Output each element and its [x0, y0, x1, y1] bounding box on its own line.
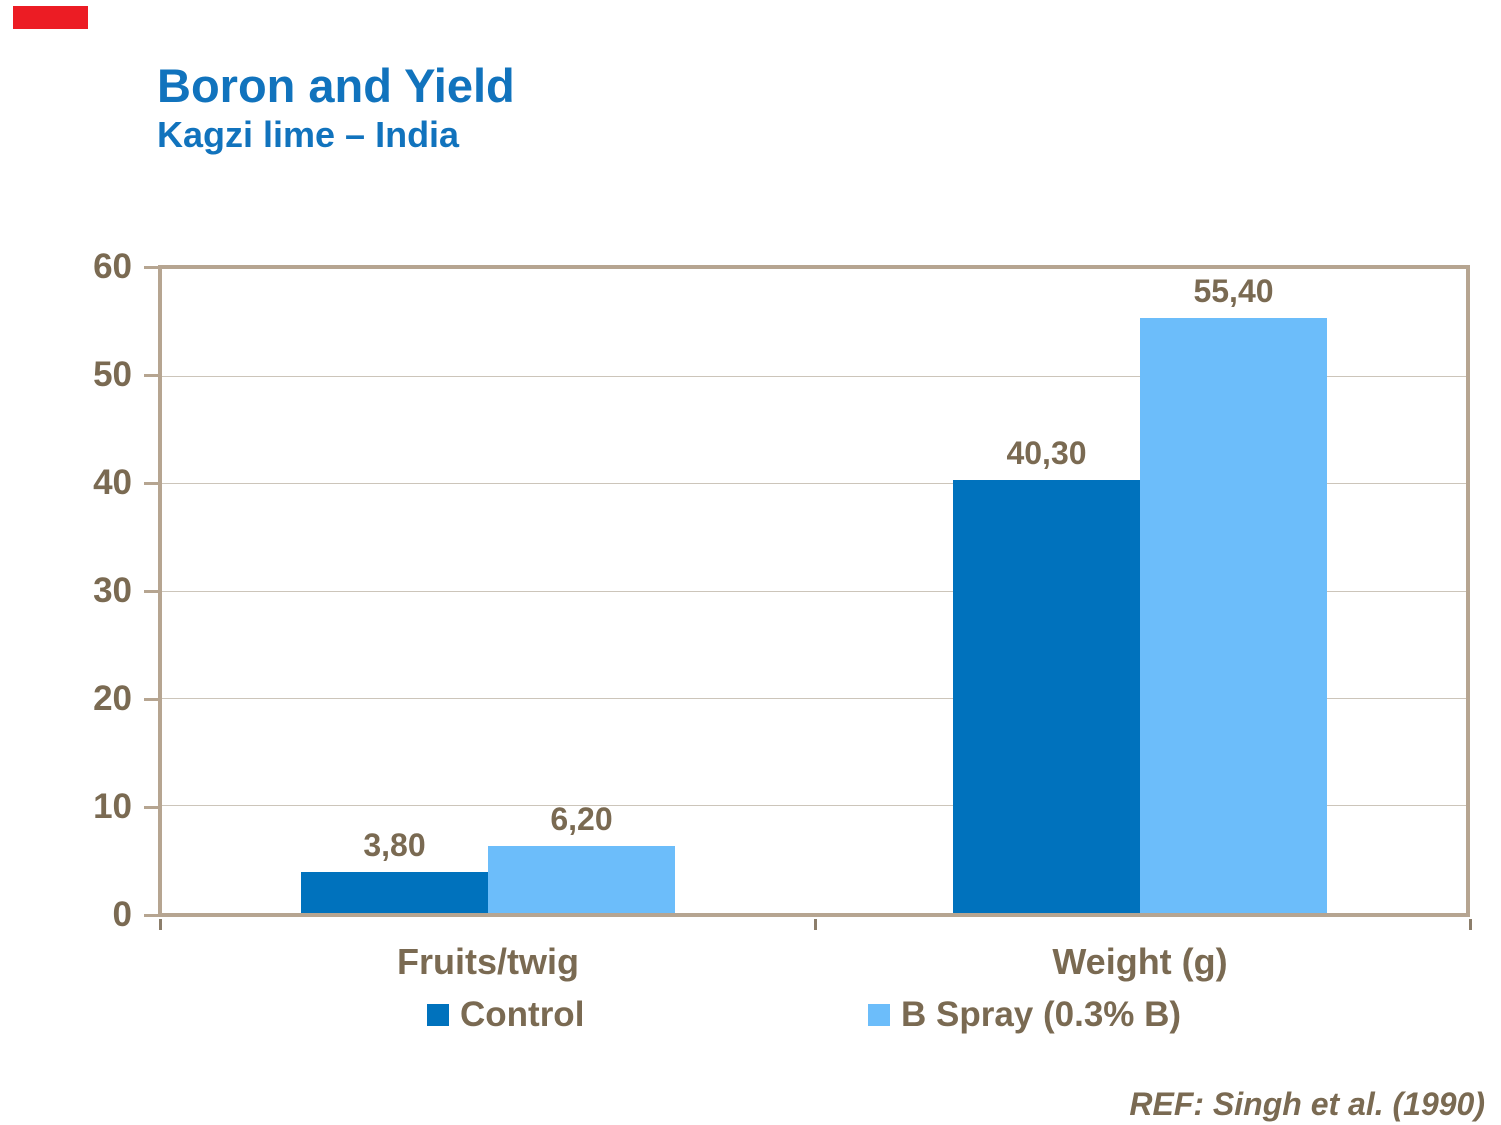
y-axis-label: 50	[93, 355, 132, 394]
legend-item-control: Control	[427, 995, 584, 1035]
bar-value-label: 6,20	[550, 801, 613, 838]
bar-value-label: 3,80	[363, 827, 426, 864]
slide-subtitle: Kagzi lime – India	[157, 114, 460, 155]
plot-area: 3,80 6,20 40,30 55,40	[158, 265, 1470, 917]
y-axis-tick	[144, 697, 158, 701]
gridline	[162, 483, 1466, 485]
y-axis-tick	[144, 481, 158, 485]
y-axis-label: 20	[93, 679, 132, 718]
legend-swatch-control	[427, 1004, 449, 1026]
y-axis-tick	[144, 805, 158, 809]
slide-title: Boron and Yield	[157, 59, 515, 112]
y-axis-tick	[144, 373, 158, 377]
y-axis-label: 10	[93, 787, 132, 826]
y-axis-tick	[144, 265, 158, 269]
bar-control	[301, 872, 488, 913]
legend-label-bspray: B Spray (0.3% B)	[901, 995, 1182, 1034]
x-axis-tick	[159, 919, 162, 930]
x-axis-tick	[1469, 919, 1472, 930]
gridline	[162, 697, 1466, 699]
category-label: Fruits/twig	[397, 941, 579, 982]
y-axis-label: 30	[93, 571, 132, 610]
gridline	[162, 805, 1466, 807]
legend-swatch-bspray	[868, 1004, 890, 1026]
x-axis-tick	[814, 919, 817, 930]
bar-value-label: 55,40	[1193, 273, 1274, 310]
y-axis-label: 40	[93, 463, 132, 502]
y-axis-tick	[144, 589, 158, 593]
y-axis-label: 0	[112, 895, 132, 934]
bar-value-label: 40,30	[1006, 435, 1087, 472]
y-axis-tick	[144, 913, 158, 917]
bar-bspray	[1140, 318, 1327, 913]
y-axis-label: 60	[93, 247, 132, 286]
red-accent-bar	[13, 6, 88, 29]
bar-control	[953, 480, 1140, 913]
legend-label-control: Control	[460, 995, 585, 1034]
legend-item-bspray: B Spray (0.3% B)	[868, 995, 1181, 1035]
gridline	[162, 375, 1466, 377]
gridline	[162, 590, 1466, 592]
category-label: Weight (g)	[1052, 941, 1228, 982]
reference-text: REF: Singh et al. (1990)	[1129, 1086, 1485, 1122]
bar-bspray	[488, 846, 675, 913]
